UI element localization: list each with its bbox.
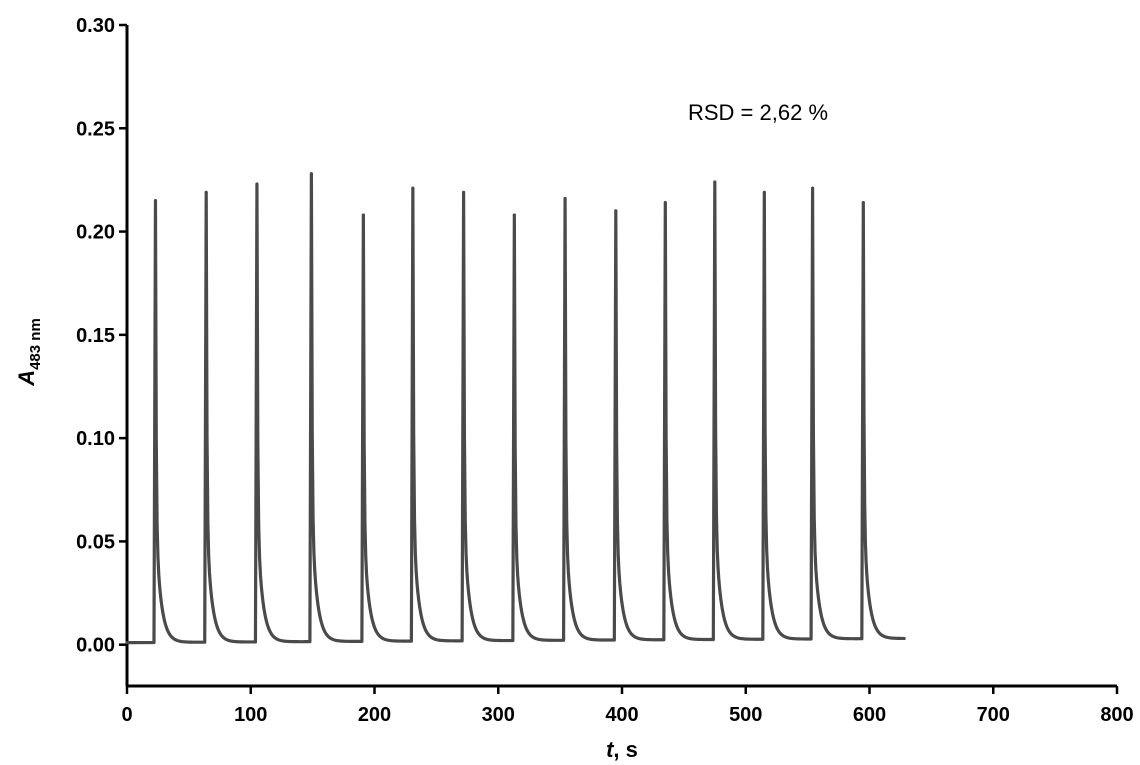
peak-point-4 <box>309 172 313 176</box>
x-tick-label: 0 <box>121 704 132 726</box>
x-tick-label: 200 <box>358 704 391 726</box>
x-tick-label: 300 <box>482 704 515 726</box>
y-tick-label: 0.30 <box>76 15 115 37</box>
x-tick-label: 800 <box>1100 704 1133 726</box>
labels: RSD = 2,62 % t, s A483 nm <box>14 100 828 762</box>
y-tick-label: 0.05 <box>76 531 115 553</box>
peak-point-9 <box>563 197 567 201</box>
y-axis-title: A483 nm <box>14 318 44 387</box>
peak-point-6 <box>411 186 415 190</box>
peak-point-11 <box>663 201 667 205</box>
y-tick-label: 0.10 <box>76 428 115 450</box>
peak-point-3 <box>255 182 259 186</box>
axes: 0.00 0.05 0.10 0.15 0.20 0.25 0.30 0 100 200 300 40… <box>76 15 1134 726</box>
peak-point-10 <box>614 209 618 213</box>
y-tick-label: 0.25 <box>76 118 115 140</box>
peak-point-8 <box>512 213 516 217</box>
rsd-annotation: RSD = 2,62 % <box>688 100 828 125</box>
x-tick-label: 100 <box>234 704 267 726</box>
y-axis-title-subscript: 483 nm <box>27 318 44 370</box>
peak-point-1 <box>153 199 157 203</box>
y-axis-title-variable: A <box>14 370 39 387</box>
y-tick-label: 0.20 <box>76 222 115 244</box>
peak-point-12 <box>713 180 717 184</box>
peak-point-15 <box>861 201 865 205</box>
peak-point-14 <box>811 186 815 190</box>
x-axis-title: t, s <box>606 737 638 762</box>
x-tick-label: 500 <box>729 704 762 726</box>
y-tick-label: 0.00 <box>76 635 115 657</box>
peak-point-5 <box>361 213 365 217</box>
x-tick-label: 600 <box>853 704 886 726</box>
signal-trace <box>125 172 906 645</box>
y-tick-label: 0.15 <box>76 325 115 347</box>
peak-point-7 <box>462 190 466 194</box>
peak-point-13 <box>762 190 766 194</box>
x-tick-label: 400 <box>605 704 638 726</box>
signal-trace-group <box>125 172 906 645</box>
peak-point-2 <box>204 190 208 194</box>
x-axis-title-variable: t <box>606 737 615 762</box>
x-axis-title-unit: , s <box>613 737 637 762</box>
x-tick-label: 700 <box>977 704 1010 726</box>
